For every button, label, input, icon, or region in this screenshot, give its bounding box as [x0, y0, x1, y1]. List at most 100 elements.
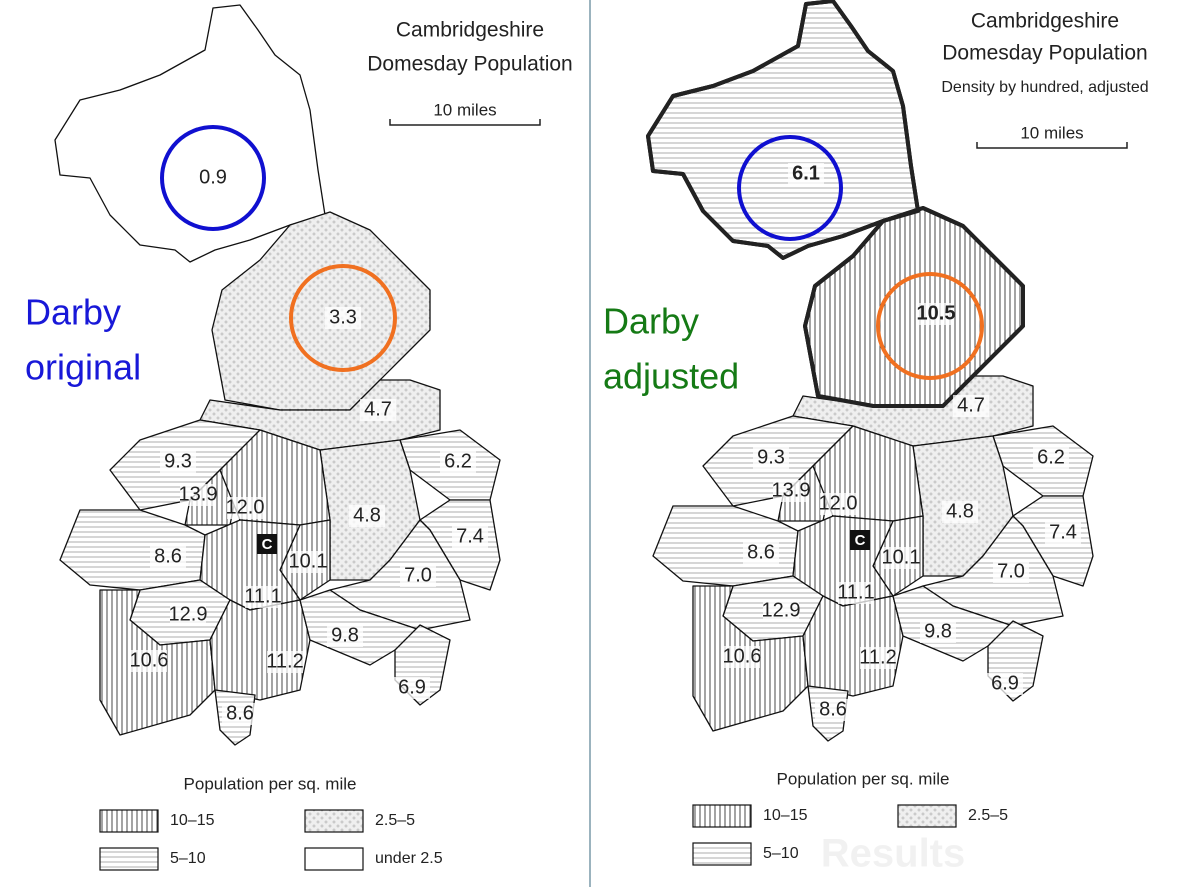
label-backdrop: [150, 546, 186, 568]
region-density-label: 13.9: [772, 479, 811, 501]
label-backdrop: [452, 526, 488, 548]
label-backdrop: [942, 501, 978, 523]
hundred-region: [646, 0, 920, 260]
label-backdrop: [987, 673, 1023, 695]
region-density-label: 4.8: [946, 500, 974, 522]
map-panel: 0.9 3.3 4.7 6.2 4.8 7.4 7.0 9.3 13.9 12.0 8.6 10.1 1…: [25, 4, 573, 871]
label-backdrop: [820, 493, 856, 515]
legend-title: Population per sq. mile: [184, 774, 357, 793]
label-backdrop: [131, 650, 167, 672]
region-density-label: 9.3: [757, 446, 785, 468]
region-density-label: 0.9: [199, 166, 227, 188]
region-density-label: 8.6: [226, 702, 254, 724]
label-backdrop: [349, 505, 385, 527]
label-backdrop: [160, 451, 196, 473]
label-backdrop: [815, 699, 851, 721]
highlight-circle: [737, 135, 843, 241]
legend-label: 5–10: [763, 845, 799, 862]
label-backdrop: [440, 451, 476, 473]
label-backdrop: [267, 651, 303, 673]
region-density-label: 12.0: [819, 492, 858, 514]
watermark: Results: [821, 832, 966, 876]
region-density-label: 10.5: [917, 302, 956, 324]
label-backdrop: [222, 703, 258, 725]
region-density-label: 8.6: [747, 541, 775, 563]
region-density-label: 10.6: [130, 649, 169, 671]
legend-swatch: [99, 809, 159, 833]
label-backdrop: [838, 582, 874, 604]
city-marker-label: C: [262, 536, 273, 553]
label-backdrop: [290, 551, 326, 573]
map-title: Domesday Population: [942, 42, 1147, 65]
label-backdrop: [325, 307, 361, 329]
region-density-label: 8.6: [154, 545, 182, 567]
city-marker: [257, 534, 277, 554]
map-subtitle: Density by hundred, adjusted: [941, 79, 1148, 96]
map-title: Domesday Population: [367, 53, 572, 76]
region-density-label: 4.7: [957, 394, 985, 416]
label-backdrop: [245, 586, 281, 608]
label-backdrop: [227, 497, 263, 519]
label-backdrop: [920, 621, 956, 643]
legend-swatch: [304, 847, 364, 871]
label-backdrop: [788, 163, 824, 185]
panel-annotation: Darby: [603, 301, 699, 342]
region-density-label: 11.1: [837, 581, 874, 603]
map-panel: 6.1 10.5 4.7 6.2 4.8 7.4 7.0 9.3 13.9 12.0 8.6 10.1…: [603, 0, 1149, 876]
region-density-label: 7.0: [404, 564, 432, 586]
label-backdrop: [394, 677, 430, 699]
region-density-label: 11.2: [266, 650, 303, 672]
legend-label: 2.5–5: [968, 807, 1008, 824]
region-density-label: 9.8: [331, 624, 359, 646]
region-density-label: 10.1: [289, 550, 328, 572]
legend-label: 10–15: [170, 812, 215, 829]
label-backdrop: [883, 547, 919, 569]
region-density-label: 6.2: [444, 450, 472, 472]
legend-title: Population per sq. mile: [777, 769, 950, 788]
adjusted-outline: [646, 0, 920, 260]
label-backdrop: [170, 604, 206, 626]
panel-annotation: Darby: [25, 292, 121, 333]
label-backdrop: [1045, 522, 1081, 544]
region-density-label: 4.8: [353, 504, 381, 526]
region-density-label: 13.9: [179, 483, 218, 505]
region-density-label: 3.3: [329, 306, 357, 328]
label-backdrop: [1033, 447, 1069, 469]
highlight-circle: [876, 272, 984, 380]
label-backdrop: [400, 565, 436, 587]
city-marker: [850, 530, 870, 550]
scale-bar: [976, 142, 1128, 149]
region-density-label: 8.6: [819, 698, 847, 720]
highlight-circle: [289, 264, 397, 372]
legend-label: under 2.5: [375, 850, 443, 867]
region-density-label: 10.1: [882, 546, 921, 568]
highlight-circle: [160, 125, 266, 231]
region-density-label: 7.4: [456, 525, 484, 547]
legend-label: 5–10: [170, 850, 206, 867]
legend-swatch: [99, 847, 159, 871]
region-density-label: 6.2: [1037, 446, 1065, 468]
region-density-label: 11.2: [859, 646, 896, 668]
label-backdrop: [918, 303, 954, 325]
region-density-label: 4.7: [364, 398, 392, 420]
region-density-label: 9.8: [924, 620, 952, 642]
label-backdrop: [180, 484, 216, 506]
scale-label: 10 miles: [1020, 123, 1083, 142]
label-backdrop: [753, 447, 789, 469]
adjusted-outline: [803, 206, 1025, 408]
region-density-label: 6.1: [792, 162, 820, 184]
panel-annotation: adjusted: [603, 356, 739, 397]
region-density-label: 12.9: [762, 599, 801, 621]
legend-swatch: [692, 842, 752, 866]
city-marker-label: C: [855, 532, 866, 549]
legend-label: 10–15: [763, 807, 808, 824]
label-backdrop: [724, 646, 760, 668]
region-density-label: 9.3: [164, 450, 192, 472]
label-backdrop: [327, 625, 363, 647]
panel-annotation: original: [25, 347, 141, 388]
legend-swatch: [897, 804, 957, 828]
region-density-label: 12.9: [169, 603, 208, 625]
scale-label: 10 miles: [433, 100, 496, 119]
